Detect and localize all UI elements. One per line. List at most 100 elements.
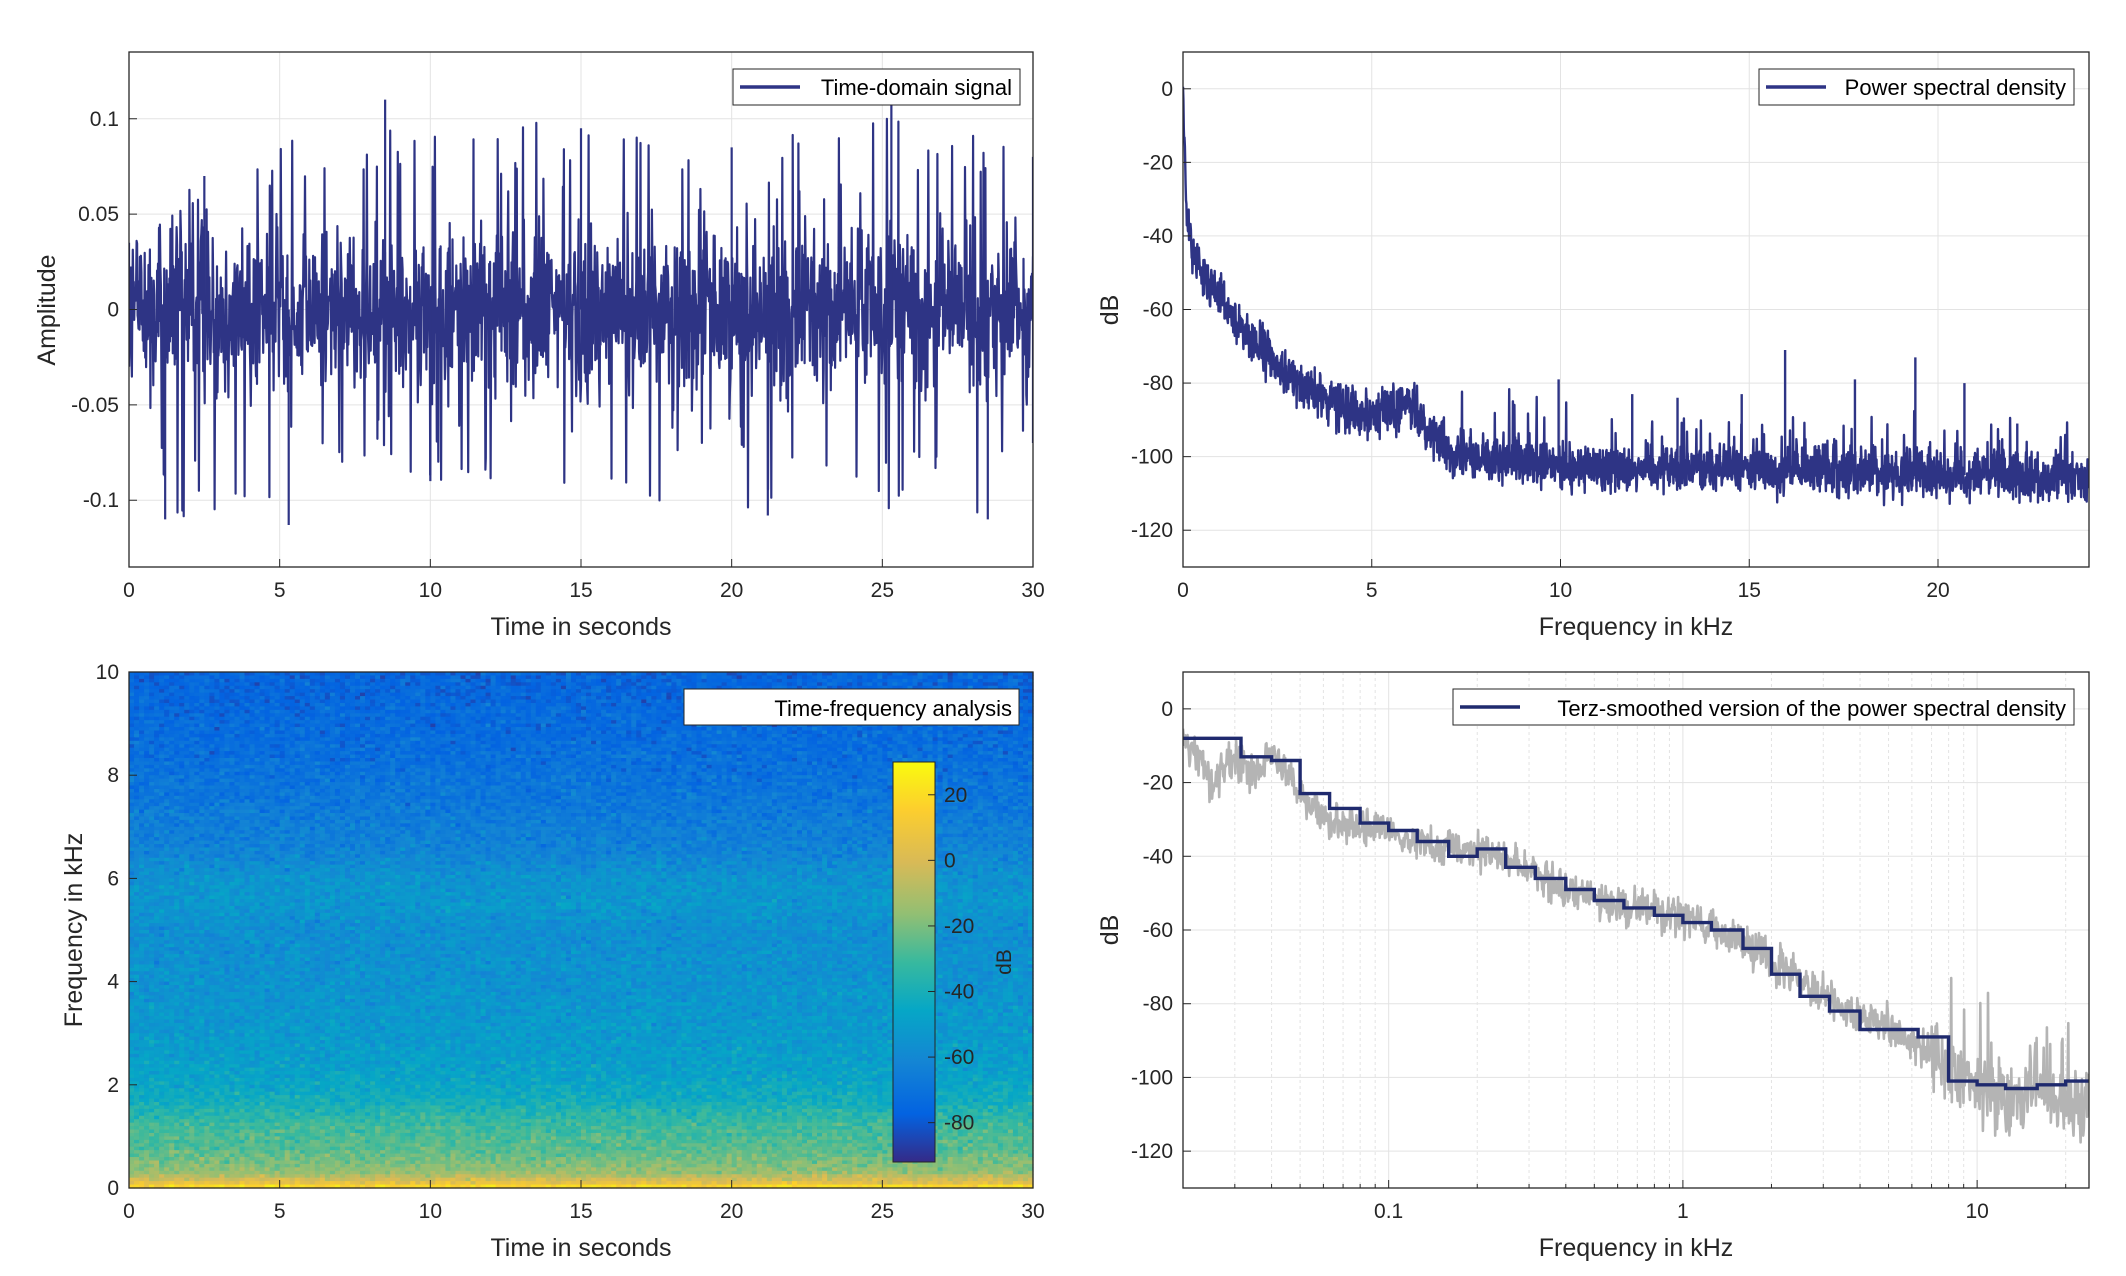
spectrogram-cell bbox=[159, 740, 165, 745]
spectrogram-cell bbox=[370, 761, 376, 766]
spectrogram-cell bbox=[606, 709, 612, 714]
spectrogram-cell bbox=[129, 675, 135, 680]
spectrogram-cell bbox=[179, 678, 185, 683]
spectrogram-cell bbox=[490, 713, 497, 718]
spectrogram-cell bbox=[329, 744, 336, 749]
spectrogram-cell bbox=[139, 740, 145, 745]
spectrogram-cell bbox=[560, 758, 567, 763]
spectrogram-cell bbox=[390, 747, 396, 752]
spectrogram-cell bbox=[696, 740, 703, 745]
spectrogram-cell bbox=[696, 747, 703, 752]
spectrogram-cell bbox=[164, 761, 170, 766]
spectrogram-cell bbox=[957, 754, 964, 759]
spectrogram-cell bbox=[299, 761, 306, 766]
spectrogram-cell bbox=[947, 740, 954, 745]
spectrogram-cell bbox=[641, 720, 647, 725]
spectrogram-cell bbox=[134, 764, 140, 769]
spectrogram-cell bbox=[395, 744, 401, 749]
spectrogram-cell bbox=[244, 692, 251, 697]
spectrogram-cell bbox=[776, 730, 783, 735]
spectrogram-cell bbox=[550, 761, 557, 766]
spectrogram-cell bbox=[812, 730, 818, 735]
spectrogram-cell bbox=[877, 730, 883, 735]
spectrogram-cell bbox=[244, 682, 251, 687]
spectrogram-cell bbox=[490, 702, 497, 707]
spectrogram-cell bbox=[450, 682, 457, 687]
spectrogram-cell bbox=[189, 740, 195, 745]
spectrogram-cell bbox=[365, 737, 371, 742]
spectrogram-cell bbox=[445, 678, 452, 683]
spectrogram-cell bbox=[465, 761, 472, 766]
spectrogram-cell bbox=[1007, 723, 1014, 728]
psd-y-axis-label: dB bbox=[1096, 295, 1124, 326]
spectrogram-cell bbox=[731, 754, 738, 759]
spectrogram-cell bbox=[716, 727, 723, 732]
spectrogram-cell bbox=[676, 672, 683, 677]
spectrogram-cell bbox=[957, 678, 964, 683]
spectrogram-cell bbox=[646, 692, 652, 697]
spectrogram-cell bbox=[611, 682, 617, 687]
spectrogram-cell bbox=[355, 744, 361, 749]
spectrogram-cell bbox=[847, 740, 853, 745]
spectrogram-cell bbox=[169, 764, 175, 769]
spectrogram-cell bbox=[731, 751, 738, 756]
spectrogram-cell bbox=[229, 733, 236, 738]
spectrogram-cell bbox=[1007, 685, 1014, 690]
spectrogram-cell bbox=[626, 678, 632, 683]
spectrogram-cell bbox=[817, 675, 823, 680]
spectrogram-cell bbox=[611, 737, 617, 742]
spectrogram-cell bbox=[796, 733, 803, 738]
spectrogram-cell bbox=[480, 754, 487, 759]
spectrogram-cell bbox=[1012, 740, 1019, 745]
spectrogram-cell bbox=[460, 702, 467, 707]
spectrogram-cell bbox=[626, 723, 632, 728]
spectrogram-cell bbox=[259, 761, 266, 766]
spectrogram-cell bbox=[465, 682, 472, 687]
spectrogram-cell bbox=[837, 685, 843, 690]
spectrogram-cell bbox=[761, 744, 768, 749]
spectrogram-cell bbox=[309, 754, 316, 759]
spectrogram-cell bbox=[405, 747, 411, 752]
spectrogram-cell bbox=[711, 737, 718, 742]
spectrogram-cell bbox=[997, 744, 1004, 749]
spectrogram-cell bbox=[651, 747, 657, 752]
spectrogram-cell bbox=[219, 716, 226, 721]
spectrogram-cell bbox=[420, 740, 426, 745]
spectrogram-cell bbox=[631, 751, 637, 756]
spectrogram-cell bbox=[867, 682, 873, 687]
spectrogram-cell bbox=[445, 751, 452, 756]
spectrogram-cell bbox=[395, 754, 401, 759]
spectrogram-cell bbox=[299, 740, 306, 745]
spectrogram-cell bbox=[239, 758, 246, 763]
spectrogram-cell bbox=[179, 747, 185, 752]
spectrogram-cell bbox=[616, 696, 622, 701]
spectrogram-cell bbox=[465, 689, 472, 694]
spectrogram-cell bbox=[862, 723, 868, 728]
spectrogram-cell bbox=[540, 758, 547, 763]
spectrogram-cell bbox=[801, 737, 808, 742]
spectrogram-cell bbox=[279, 678, 286, 683]
spectrogram-cell bbox=[144, 740, 150, 745]
spectrogram-cell bbox=[550, 699, 557, 704]
spectrogram-cell bbox=[329, 758, 336, 763]
spectrogram-cell bbox=[852, 730, 858, 735]
spectrogram-cell bbox=[450, 723, 457, 728]
spectrogram-cell bbox=[676, 713, 683, 718]
spectrogram-cell bbox=[877, 751, 883, 756]
spectrogram-cell bbox=[912, 685, 919, 690]
spectrogram-cell bbox=[254, 733, 261, 738]
spectrogram-cell bbox=[510, 758, 517, 763]
spectrogram-cell bbox=[575, 754, 582, 759]
spectrogram-cell bbox=[606, 747, 612, 752]
spectrogram-cell bbox=[339, 672, 346, 677]
spectrogram-cell bbox=[621, 685, 627, 690]
spectrogram-cell bbox=[796, 761, 803, 766]
spectrogram-cell bbox=[440, 754, 446, 759]
spectrogram-cell bbox=[219, 720, 226, 725]
time-x-tick-label: 15 bbox=[569, 579, 592, 602]
spectrogram-cell bbox=[314, 706, 321, 711]
spectrogram-cell bbox=[430, 685, 436, 690]
spectrogram-cell bbox=[641, 685, 647, 690]
spectrogram-cell bbox=[229, 702, 236, 707]
spectrogram-cell bbox=[289, 758, 296, 763]
